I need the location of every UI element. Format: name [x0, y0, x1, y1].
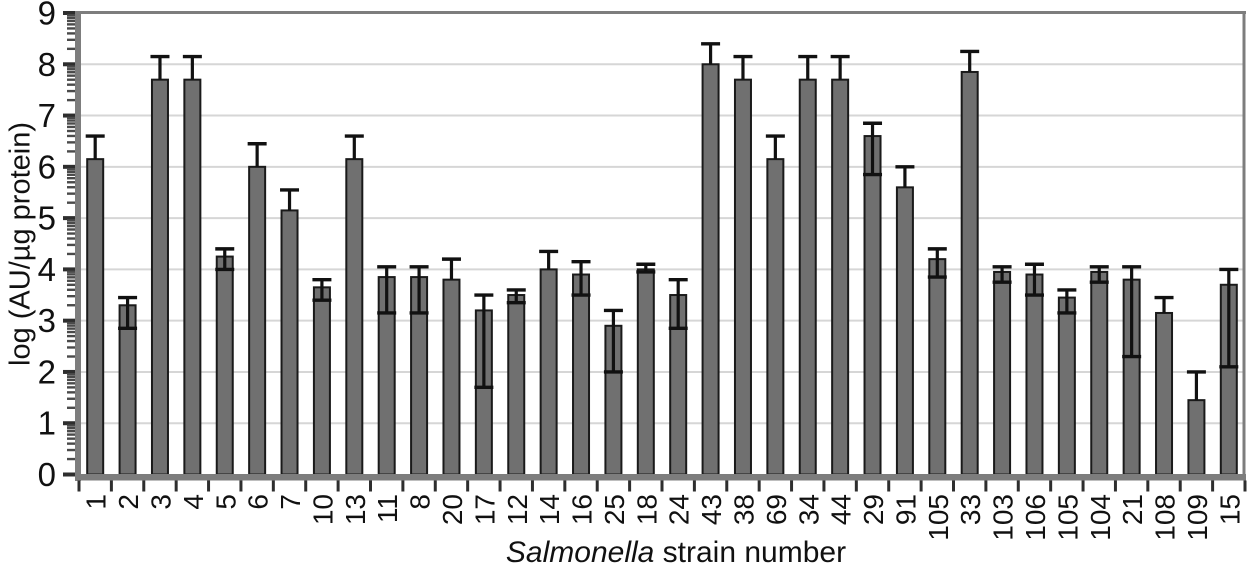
x-tick-label: 2: [113, 494, 144, 510]
x-tick-label: 91: [890, 494, 921, 525]
bar: [150, 78, 169, 476]
x-tick-label: 104: [1085, 494, 1116, 541]
y-tick-label: 3: [38, 302, 56, 339]
bar: [993, 270, 1012, 476]
bar: [1090, 270, 1109, 476]
y-axis-spine: [75, 11, 81, 481]
y-tick-label: 1: [38, 405, 56, 442]
x-tick-label: 108: [1150, 494, 1181, 541]
x-axis-title-italic: Salmonella: [505, 536, 655, 569]
bar: [312, 286, 331, 476]
bar: [1057, 296, 1076, 476]
plot-frame-group: [75, 11, 1246, 481]
plot-right-border: [1242, 11, 1246, 480]
bar: [928, 258, 947, 476]
x-tick-label: 21: [1117, 494, 1148, 525]
axis-ticks-group: [63, 11, 1247, 492]
x-tick-label: 106: [1020, 494, 1051, 541]
x-tick-label: 16: [567, 494, 598, 525]
y-tick-label: 6: [38, 148, 56, 185]
x-tick-label: 103: [988, 494, 1019, 541]
y-tick-label: 7: [38, 97, 56, 134]
bar: [831, 78, 850, 476]
x-tick-label: 44: [826, 494, 857, 525]
bar: [86, 158, 105, 476]
x-tick-label: 15: [1214, 494, 1245, 525]
x-tick-label: 20: [437, 494, 468, 525]
bar: [539, 268, 558, 476]
y-axis-title: log (AU/µg protein): [4, 122, 37, 366]
bar: [572, 273, 591, 476]
bar: [733, 78, 752, 476]
x-tick-label: 33: [955, 494, 986, 525]
x-tick-label: 12: [502, 494, 533, 525]
bar: [215, 255, 234, 476]
x-tick-label: 4: [178, 494, 209, 510]
bar: [1187, 399, 1206, 476]
y-tick-label: 9: [38, 0, 56, 32]
error-bars-group: [85, 42, 1239, 401]
bar: [701, 63, 720, 476]
bar: [183, 78, 202, 476]
bar: [798, 78, 817, 476]
bar: [895, 186, 914, 476]
y-tick-label: 4: [38, 251, 56, 288]
bar: [766, 158, 785, 476]
gridlines-group: [81, 63, 1245, 425]
x-tick-label: 6: [243, 494, 274, 510]
y-tick-label: 0: [38, 456, 56, 493]
bar: [345, 158, 364, 476]
x-tick-label: 34: [793, 494, 824, 525]
x-tick-label: 8: [405, 494, 436, 510]
y-tick-label: 5: [38, 200, 56, 237]
x-tick-label: 7: [275, 494, 306, 510]
x-tick-label: 10: [307, 494, 338, 525]
bar: [248, 165, 267, 476]
x-tick-label: 5: [210, 494, 241, 510]
x-tick-label: 18: [631, 494, 662, 525]
bar: [863, 135, 882, 476]
x-tick-label: 11: [372, 494, 403, 523]
x-tick-label: 14: [534, 494, 565, 525]
x-axis-spine: [75, 474, 1246, 481]
bar: [280, 209, 299, 476]
bar: [1025, 273, 1044, 476]
x-tick-label: 1: [81, 494, 112, 510]
x-tick-label: 3: [145, 494, 176, 510]
bar: [118, 304, 137, 476]
x-tick-label: 13: [340, 494, 371, 525]
y-tick-label: 2: [38, 353, 56, 390]
x-tick-label: 38: [728, 494, 759, 525]
bar: [507, 294, 526, 476]
bar: [960, 70, 979, 476]
x-tick-label: 25: [599, 494, 630, 525]
x-tick-label: 43: [696, 494, 727, 525]
x-tick-label: 109: [1182, 494, 1213, 541]
plot-top-border: [75, 11, 1246, 14]
x-tick-label: 24: [664, 494, 695, 525]
bar: [636, 268, 655, 476]
x-axis-title-rest: strain number: [654, 536, 847, 569]
x-tick-label: 69: [761, 494, 792, 525]
bar: [1155, 311, 1174, 476]
bar: [442, 278, 461, 476]
x-tick-label: 17: [469, 494, 500, 525]
x-tick-label: 105: [923, 494, 954, 541]
y-tick-label: 8: [38, 46, 56, 83]
x-axis-title: Salmonella strain number: [506, 536, 846, 570]
x-tick-label: 29: [858, 494, 889, 525]
x-tick-label: 105: [1052, 494, 1083, 541]
